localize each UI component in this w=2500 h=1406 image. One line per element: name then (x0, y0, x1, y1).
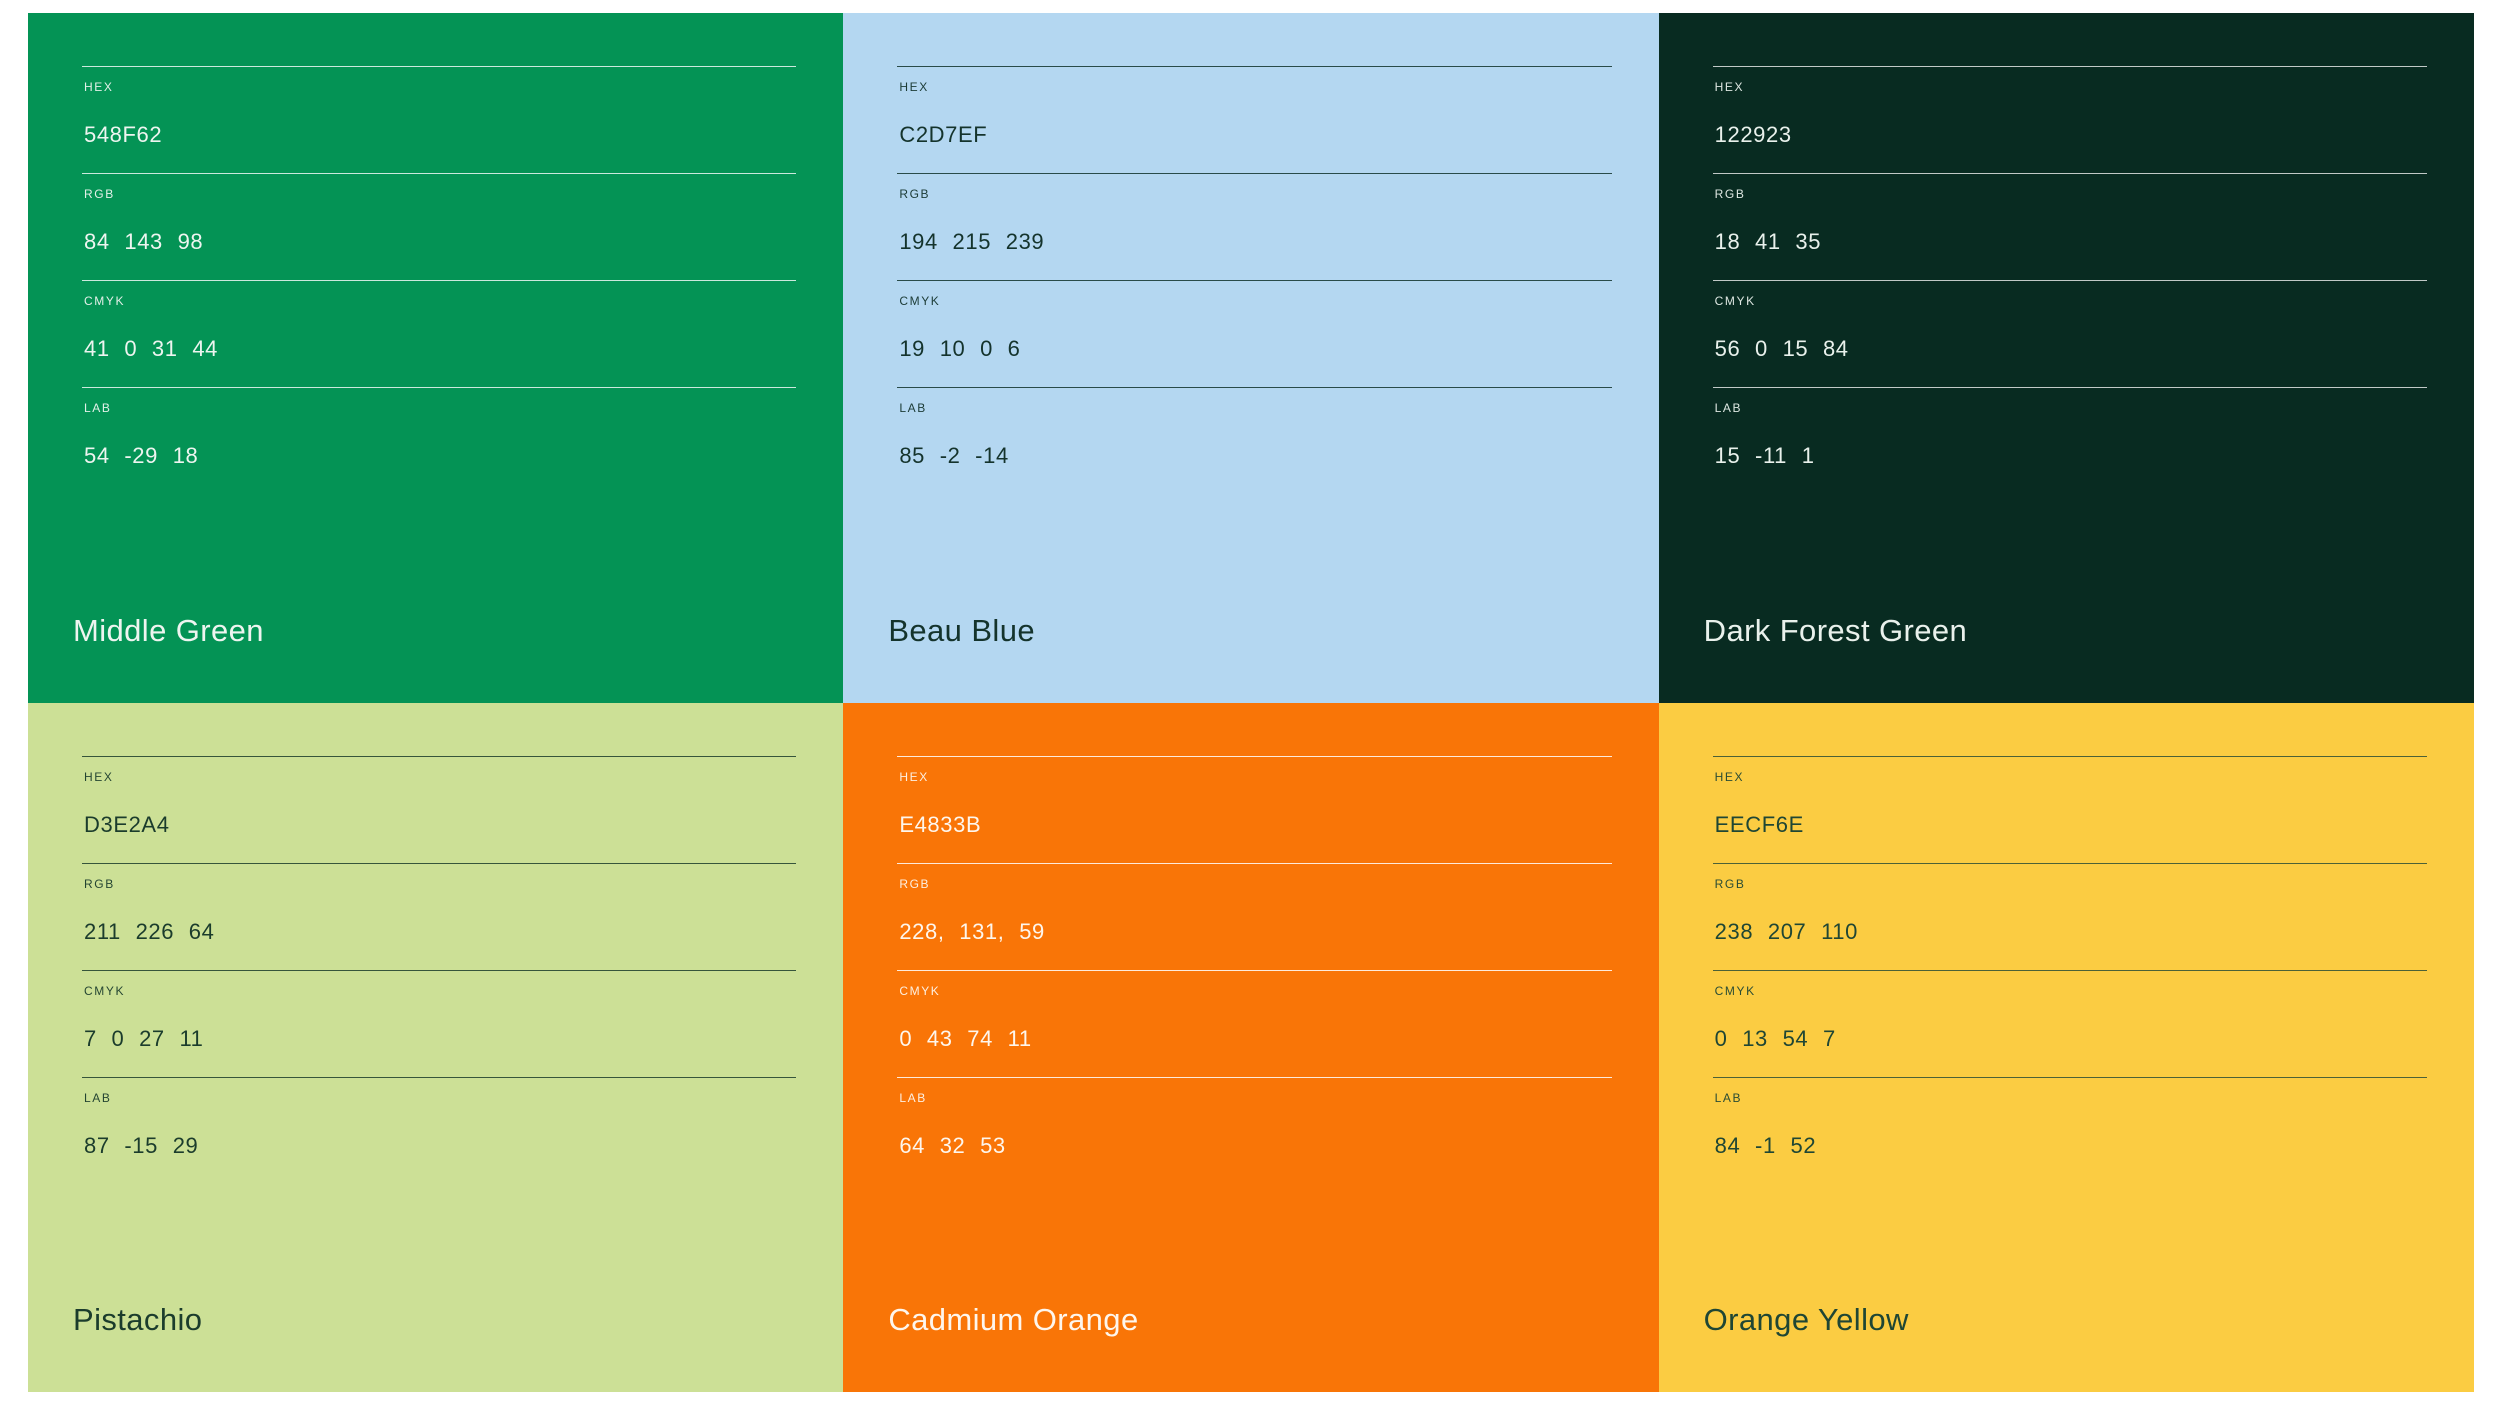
field-label-lab: LAB (84, 401, 112, 415)
swatch-panel-orange-yellow: HEX EECF6E RGB 238 207 110 CMYK 0 13 54 … (1658, 702, 2474, 1392)
field-label-rgb: RGB (1714, 187, 1746, 201)
field-value-hex: C2D7EF (899, 122, 988, 148)
color-field-hex: HEX D3E2A4 (82, 755, 797, 863)
field-label-cmyk: CMYK (1714, 983, 1756, 998)
field-label-lab: LAB (1714, 401, 1743, 415)
field-value-lab: 87 -15 29 (84, 1132, 199, 1158)
field-label-rgb: RGB (1714, 876, 1746, 891)
field-value-rgb: 238 207 110 (1714, 918, 1858, 944)
color-field-cmyk: CMYK 0 13 54 7 (1712, 969, 2427, 1077)
field-value-rgb: 211 226 64 (84, 918, 215, 944)
swatch-panel-beau-blue: HEX C2D7EF RGB 194 215 239 CMYK 19 10 0 … (843, 13, 1659, 703)
field-label-lab: LAB (1714, 1090, 1743, 1105)
field-label-hex: HEX (899, 80, 929, 94)
field-label-lab: LAB (899, 401, 927, 415)
field-value-rgb: 18 41 35 (1714, 229, 1822, 255)
field-value-cmyk: 0 13 54 7 (1714, 1025, 1836, 1051)
field-value-lab: 84 -1 52 (1714, 1132, 1817, 1158)
field-value-cmyk: 41 0 31 44 (84, 336, 218, 362)
field-value-rgb: 194 215 239 (899, 229, 1045, 255)
field-value-hex: E4833B (899, 811, 982, 837)
color-field-cmyk: CMYK 19 10 0 6 (897, 280, 1612, 387)
field-value-cmyk: 0 43 74 11 (899, 1025, 1032, 1051)
field-label-cmyk: CMYK (899, 983, 941, 998)
color-name: Beau Blue (888, 612, 1035, 648)
field-value-hex: 548F62 (84, 122, 163, 148)
color-field-rgb: RGB 194 215 239 (897, 173, 1612, 280)
color-field-cmyk: CMYK 41 0 31 44 (82, 280, 797, 387)
field-value-lab: 54 -29 18 (84, 443, 199, 469)
field-label-cmyk: CMYK (1714, 294, 1756, 308)
field-label-cmyk: CMYK (84, 983, 126, 998)
swatch-panel-middle-green: HEX 548F62 RGB 84 143 98 CMYK 41 0 31 44… (28, 13, 844, 703)
color-field-hex: HEX 122923 (1712, 66, 2427, 173)
color-field-lab: LAB 87 -15 29 (82, 1076, 797, 1184)
color-field-lab: LAB 15 -11 1 (1712, 387, 2427, 494)
color-name: Middle Green (73, 612, 264, 648)
field-value-lab: 15 -11 1 (1714, 443, 1815, 469)
color-field-rgb: RGB 211 226 64 (82, 862, 797, 970)
color-field-lab: LAB 84 -1 52 (1712, 1076, 2427, 1184)
color-name: Orange Yellow (1703, 1302, 1909, 1337)
color-field-hex: HEX C2D7EF (897, 66, 1612, 173)
swatch-panel-dark-forest-green: HEX 122923 RGB 18 41 35 CMYK 56 0 15 84 … (1658, 13, 2474, 703)
swatch-panel-cadmium-orange: HEX E4833B RGB 228, 131, 59 CMYK 0 43 74… (843, 702, 1659, 1392)
color-field-rgb: RGB 238 207 110 (1712, 862, 2427, 970)
field-label-lab: LAB (84, 1090, 112, 1105)
field-label-hex: HEX (899, 769, 929, 784)
field-label-hex: HEX (1714, 80, 1745, 94)
field-label-rgb: RGB (84, 187, 115, 201)
color-field-lab: LAB 64 32 53 (897, 1076, 1612, 1184)
field-value-rgb: 84 143 98 (84, 229, 204, 255)
color-name: Cadmium Orange (888, 1302, 1139, 1337)
field-label-lab: LAB (899, 1090, 927, 1105)
color-field-hex: HEX EECF6E (1712, 755, 2427, 863)
field-label-rgb: RGB (84, 876, 115, 891)
field-label-hex: HEX (1714, 769, 1745, 784)
field-value-cmyk: 56 0 15 84 (1714, 336, 1849, 362)
field-label-rgb: RGB (899, 187, 931, 201)
color-field-rgb: RGB 228, 131, 59 (897, 862, 1612, 970)
field-value-lab: 85 -2 -14 (899, 443, 1009, 469)
color-field-hex: HEX 548F62 (82, 66, 797, 173)
field-label-cmyk: CMYK (899, 294, 941, 308)
field-value-rgb: 228, 131, 59 (899, 918, 1045, 944)
color-name: Pistachio (73, 1302, 203, 1337)
color-field-lab: LAB 85 -2 -14 (897, 387, 1612, 494)
swatch-panel-pistachio: HEX D3E2A4 RGB 211 226 64 CMYK 7 0 27 11… (28, 702, 844, 1392)
field-value-cmyk: 7 0 27 11 (84, 1025, 204, 1051)
color-field-cmyk: CMYK 56 0 15 84 (1712, 280, 2427, 387)
color-field-lab: LAB 54 -29 18 (82, 387, 797, 494)
field-label-hex: HEX (84, 769, 114, 784)
field-value-hex: D3E2A4 (84, 811, 170, 837)
swatch-grid: HEX 548F62 RGB 84 143 98 CMYK 41 0 31 44… (28, 13, 2474, 1392)
color-field-cmyk: CMYK 7 0 27 11 (82, 969, 797, 1077)
field-label-cmyk: CMYK (84, 294, 126, 308)
color-field-hex: HEX E4833B (897, 755, 1612, 863)
color-name: Dark Forest Green (1703, 612, 1968, 648)
field-value-lab: 64 32 53 (899, 1132, 1006, 1158)
field-value-hex: 122923 (1714, 122, 1792, 148)
field-label-rgb: RGB (899, 876, 931, 891)
color-field-rgb: RGB 84 143 98 (82, 173, 797, 280)
field-label-hex: HEX (84, 80, 114, 94)
color-field-cmyk: CMYK 0 43 74 11 (897, 969, 1612, 1077)
field-value-cmyk: 19 10 0 6 (899, 336, 1021, 362)
field-value-hex: EECF6E (1714, 811, 1804, 837)
color-field-rgb: RGB 18 41 35 (1712, 173, 2427, 280)
